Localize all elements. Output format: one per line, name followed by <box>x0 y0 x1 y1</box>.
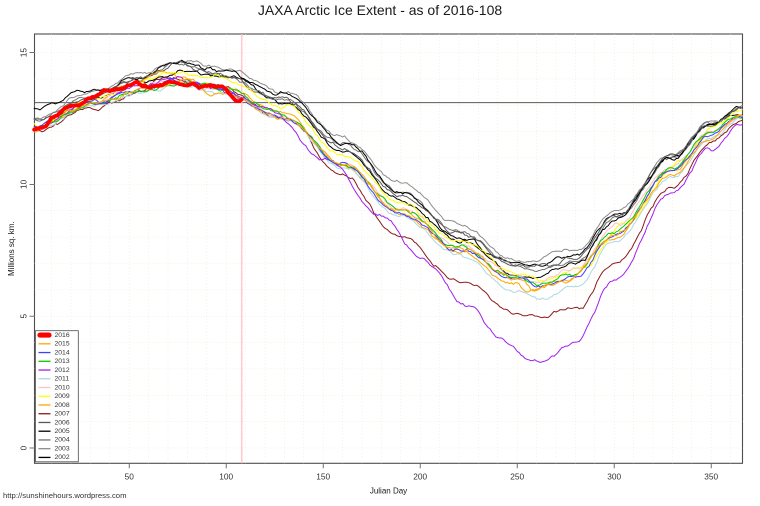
svg-text:200: 200 <box>413 471 427 481</box>
svg-text:0: 0 <box>19 445 29 450</box>
svg-text:2012: 2012 <box>55 367 70 374</box>
svg-text:100: 100 <box>219 471 233 481</box>
svg-text:2010: 2010 <box>55 384 70 391</box>
svg-text:10: 10 <box>19 179 29 189</box>
svg-text:2013: 2013 <box>55 358 70 365</box>
svg-text:2009: 2009 <box>55 393 70 400</box>
svg-text:5: 5 <box>19 314 29 319</box>
svg-text:15: 15 <box>19 48 29 58</box>
svg-text:2016: 2016 <box>55 332 70 339</box>
svg-text:50: 50 <box>125 471 135 481</box>
svg-text:http://sunshinehours.wordpress: http://sunshinehours.wordpress.com <box>3 491 127 500</box>
svg-text:2015: 2015 <box>55 341 70 348</box>
svg-text:2002: 2002 <box>55 454 70 461</box>
svg-text:2004: 2004 <box>55 437 70 444</box>
svg-text:2014: 2014 <box>55 349 70 356</box>
svg-text:300: 300 <box>607 471 621 481</box>
svg-text:JAXA Arctic Ice Extent - as of: JAXA Arctic Ice Extent - as of 2016-108 <box>258 2 503 18</box>
svg-text:2011: 2011 <box>55 376 70 383</box>
svg-text:2005: 2005 <box>55 428 70 435</box>
svg-text:150: 150 <box>316 471 330 481</box>
svg-text:2003: 2003 <box>55 445 70 452</box>
svg-text:350: 350 <box>704 471 718 481</box>
svg-text:250: 250 <box>510 471 524 481</box>
svg-text:Julian Day: Julian Day <box>370 487 407 496</box>
svg-text:2006: 2006 <box>55 419 70 426</box>
svg-text:2007: 2007 <box>55 411 70 418</box>
svg-text:2008: 2008 <box>55 402 70 409</box>
svg-text:Millions sq. km.: Millions sq. km. <box>7 221 16 276</box>
